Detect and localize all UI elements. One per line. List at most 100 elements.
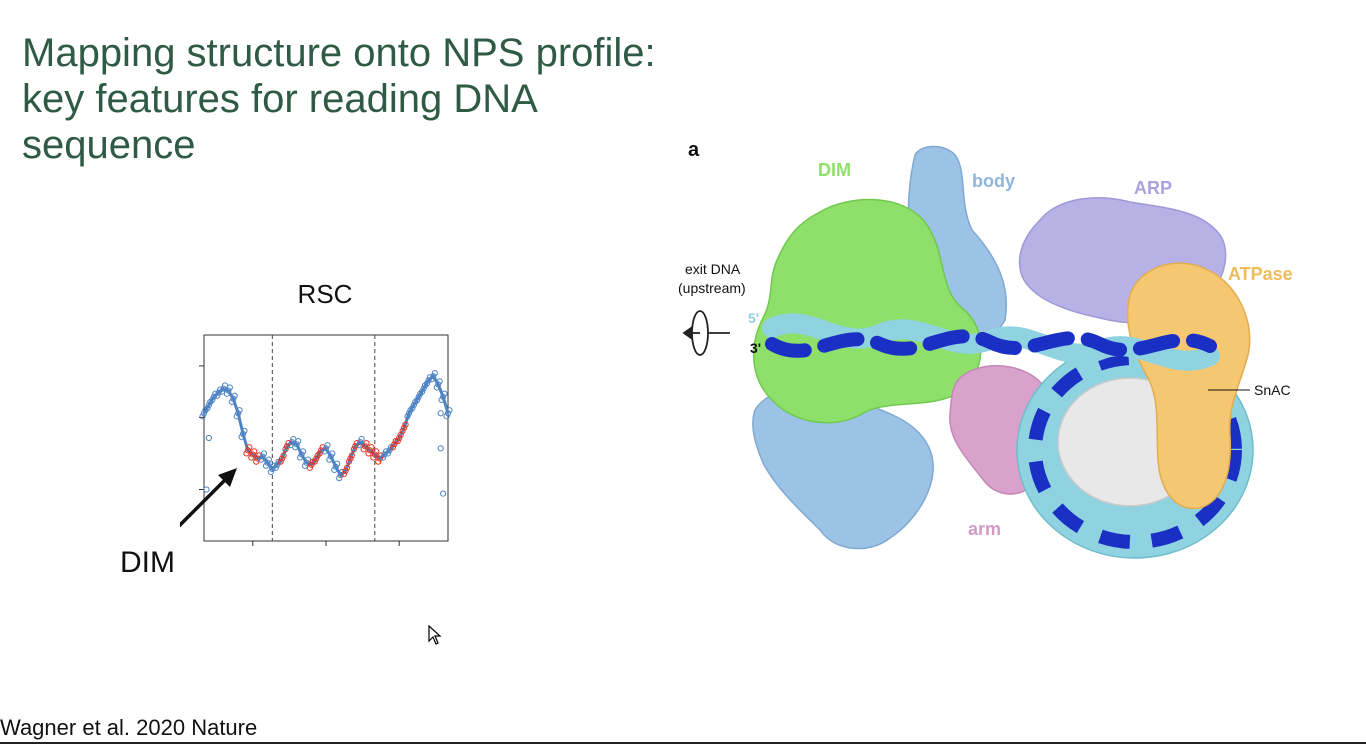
data-point-red (248, 454, 255, 461)
plot-marks (199, 370, 453, 497)
data-point (292, 444, 299, 451)
data-point (329, 450, 336, 457)
data-point (387, 444, 395, 451)
data-point-red (243, 450, 250, 457)
mouse-pointer-icon (428, 625, 442, 645)
data-point-red (283, 443, 291, 450)
rotation-icon (682, 310, 730, 356)
dim-annotation: DIM (120, 546, 175, 579)
data-point (274, 461, 281, 468)
data-point (337, 471, 344, 479)
outlier-point (203, 486, 210, 493)
data-point (322, 445, 330, 452)
data-point (264, 459, 271, 466)
data-point (425, 377, 432, 384)
data-point-red (366, 447, 374, 454)
data-point (431, 370, 438, 377)
data-point (410, 401, 417, 409)
data-point-red (375, 458, 382, 465)
data-point (358, 435, 365, 443)
outlier-point (437, 410, 444, 417)
data-point (334, 460, 341, 467)
data-point (419, 388, 426, 395)
citation: Wagner et al. 2020 Nature (0, 715, 258, 740)
data-point (231, 392, 238, 399)
data-point (200, 410, 208, 417)
data-point (199, 413, 206, 420)
data-point (241, 427, 248, 434)
outlier-point (440, 490, 447, 497)
exit-dna-label: exit DNA (685, 261, 741, 277)
data-point (275, 458, 282, 465)
chart-title: RSC (297, 279, 353, 309)
bottom-rule (0, 742, 1366, 744)
rsc-structure-figure: a DIM body ARP ATPase arm SnAC exit DNA … (678, 139, 1293, 559)
data-point (205, 401, 212, 409)
data-point (414, 396, 421, 403)
data-point (446, 407, 453, 414)
data-point (430, 373, 437, 380)
data-point (293, 441, 300, 448)
data-point (204, 405, 211, 412)
data-point (210, 393, 217, 400)
title-line-2: key features for reading DNA (22, 77, 538, 121)
data-point-red (280, 452, 287, 459)
atpase-domain (1126, 262, 1251, 510)
data-point (235, 410, 242, 417)
data-point (336, 475, 343, 482)
data-point-red (391, 441, 398, 448)
outlier-point (205, 434, 212, 442)
data-point (295, 437, 302, 445)
data-point-red (363, 440, 370, 447)
data-point (267, 468, 274, 476)
data-point (405, 410, 413, 417)
data-point (262, 462, 270, 469)
data-point (260, 450, 268, 457)
data-point (299, 448, 307, 455)
data-point-red (371, 451, 378, 458)
data-point (297, 454, 304, 461)
data-point (230, 395, 237, 402)
three-prime-label: 3' (750, 340, 761, 356)
data-point (420, 385, 427, 392)
data-point (386, 447, 393, 454)
data-point (415, 393, 422, 400)
slide-title: Mapping structure onto NPS profile: key … (22, 30, 742, 168)
data-point (228, 398, 235, 406)
data-point (433, 384, 440, 391)
data-point (444, 410, 452, 417)
outlier-point (437, 445, 444, 452)
data-point (441, 390, 448, 397)
data-point-red (373, 448, 380, 455)
data-point (327, 453, 334, 460)
data-point-red (389, 444, 396, 451)
data-point (226, 384, 233, 391)
data-point (223, 390, 231, 397)
data-point-red (370, 454, 377, 461)
data-point-red (278, 455, 286, 462)
data-point-red (392, 437, 399, 445)
data-point-red (311, 458, 318, 465)
data-point (238, 433, 245, 441)
plot-border (203, 334, 449, 542)
data-point-red (343, 464, 351, 471)
data-point-red (347, 455, 354, 462)
panel-label: a (688, 139, 700, 161)
data-point (239, 430, 247, 437)
data-point (215, 389, 222, 396)
data-point (443, 413, 450, 420)
data-point (379, 454, 387, 461)
data-point (440, 393, 447, 400)
dna-helix (762, 313, 1220, 371)
data-point (357, 439, 364, 446)
body-label: body (972, 171, 1015, 191)
data-point (332, 463, 339, 470)
data-point (404, 413, 411, 420)
data-point (428, 376, 435, 383)
data-point-red (306, 464, 313, 471)
data-point-red (277, 458, 284, 465)
title-line-3: sequence (22, 123, 196, 167)
data-point (384, 450, 392, 457)
data-point-red (394, 437, 401, 445)
profile-line (202, 373, 450, 478)
